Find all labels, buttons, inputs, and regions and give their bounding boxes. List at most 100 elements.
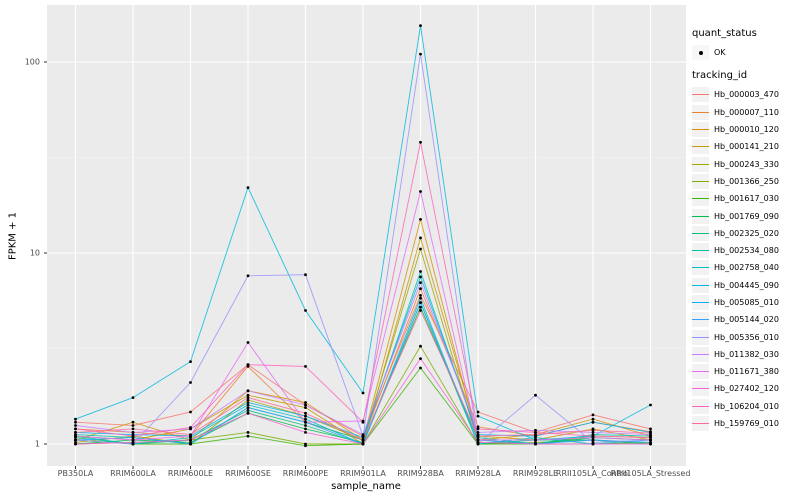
legend-item-Hb_000010_120[interactable]: Hb_000010_120 <box>692 121 798 138</box>
legend-item-Hb_005085_010[interactable]: Hb_005085_010 <box>692 294 798 311</box>
data-point <box>476 414 480 418</box>
legend-item-label: Hb_002534_080 <box>714 246 779 256</box>
legend-key-swatch <box>692 173 709 189</box>
data-point <box>189 381 192 384</box>
data-point <box>476 410 480 414</box>
x-tick-label-RRIM600LA: RRIM600LA <box>110 469 156 478</box>
legend-color-line-icon <box>692 198 709 200</box>
legend: quant_status OK tracking_id Hb_000003_47… <box>692 28 798 432</box>
legend-color-line-icon <box>692 423 709 425</box>
legend-key-swatch <box>692 104 709 120</box>
data-point <box>419 287 422 291</box>
data-point <box>74 434 77 438</box>
data-point <box>74 442 77 446</box>
legend-item-Hb_011382_030[interactable]: Hb_011382_030 <box>692 346 798 363</box>
data-point <box>304 444 307 448</box>
data-point <box>304 406 307 409</box>
data-point <box>476 427 480 431</box>
data-point <box>74 417 77 421</box>
data-point <box>419 275 422 279</box>
legend-item-Hb_159769_010[interactable]: Hb_159769_010 <box>692 415 798 432</box>
data-point <box>304 427 307 431</box>
data-point <box>591 434 595 438</box>
legend-item-ok[interactable]: OK <box>692 44 798 61</box>
data-point <box>361 438 365 442</box>
legend-item-Hb_002325_020[interactable]: Hb_002325_020 <box>692 225 798 242</box>
data-point <box>74 438 77 442</box>
legend-item-label: Hb_002325_020 <box>714 228 779 238</box>
data-point <box>419 366 422 370</box>
data-point <box>361 391 365 395</box>
data-point <box>304 365 307 368</box>
data-point <box>131 424 135 427</box>
data-point <box>131 434 135 438</box>
data-point <box>591 428 595 432</box>
data-point <box>419 218 422 221</box>
y-axis-title: FPKM + 1 <box>7 211 19 261</box>
x-tick-label-RRIM928LA: RRIM928LA <box>455 469 501 478</box>
legend-item-Hb_002758_040[interactable]: Hb_002758_040 <box>692 259 798 276</box>
legend-color-line-icon <box>692 267 709 269</box>
legend-key-swatch <box>692 225 709 241</box>
legend-key-swatch <box>692 381 709 397</box>
x-tick-label-RRIM600LE: RRIM600LE <box>167 469 214 478</box>
data-point <box>304 401 307 404</box>
legend-key-swatch <box>692 312 709 328</box>
legend-key-swatch <box>692 208 709 224</box>
legend-item-Hb_001769_090[interactable]: Hb_001769_090 <box>692 207 798 224</box>
data-point <box>534 428 537 432</box>
data-point <box>476 434 480 438</box>
data-point <box>131 441 135 444</box>
legend-item-Hb_011671_380[interactable]: Hb_011671_380 <box>692 363 798 380</box>
data-point <box>304 411 307 415</box>
data-point <box>131 420 135 424</box>
legend-item-Hb_005356_010[interactable]: Hb_005356_010 <box>692 328 798 345</box>
legend-color-line-icon <box>692 232 709 234</box>
data-point <box>189 442 192 446</box>
legend-color-line-icon <box>692 371 709 373</box>
data-point <box>361 442 365 446</box>
data-point <box>591 420 595 424</box>
legend-item-label: Hb_106204_010 <box>714 401 779 411</box>
y-tick-label-100: 100 <box>24 57 40 67</box>
data-point <box>246 341 250 344</box>
data-point <box>649 431 652 435</box>
data-point <box>246 398 250 402</box>
data-point <box>189 426 192 429</box>
data-point <box>246 389 250 393</box>
legend-item-Hb_000003_470[interactable]: Hb_000003_470 <box>692 86 798 103</box>
legend-item-Hb_002534_080[interactable]: Hb_002534_080 <box>692 242 798 259</box>
legend-item-Hb_106204_010[interactable]: Hb_106204_010 <box>692 398 798 415</box>
data-point <box>361 420 365 424</box>
data-point <box>534 442 537 446</box>
legend-color-line-icon <box>692 146 709 148</box>
legend-item-Hb_000243_330[interactable]: Hb_000243_330 <box>692 155 798 172</box>
data-point <box>419 344 422 348</box>
data-point <box>246 434 250 438</box>
legend-key-ok <box>692 45 709 61</box>
x-tick-label-PB350LA: PB350LA <box>57 469 94 478</box>
legend-item-Hb_027402_120[interactable]: Hb_027402_120 <box>692 380 798 397</box>
x-tick-label-RRIM928BA: RRIM928BA <box>397 469 444 478</box>
data-point <box>189 433 192 436</box>
legend-color-line-icon <box>692 94 709 96</box>
data-point <box>304 417 307 421</box>
legend-item-Hb_005144_020[interactable]: Hb_005144_020 <box>692 311 798 328</box>
data-point <box>534 393 537 397</box>
legend-item-label: Hb_159769_010 <box>714 419 779 429</box>
legend-quant-status-block: quant_status OK <box>692 28 798 61</box>
legend-item-Hb_000007_110[interactable]: Hb_000007_110 <box>692 104 798 121</box>
legend-item-Hb_000141_210[interactable]: Hb_000141_210 <box>692 138 798 155</box>
legend-item-Hb_001366_250[interactable]: Hb_001366_250 <box>692 173 798 190</box>
legend-tracking-id-items: Hb_000003_470 Hb_000007_110 Hb_000010_120 H… <box>692 86 798 432</box>
x-tick-label-RRII105LA_Stressed: RRII105LA_Stressed <box>610 469 691 478</box>
legend-item-label: Hb_000003_470 <box>714 90 779 100</box>
legend-item-label: Hb_005085_010 <box>714 298 779 307</box>
legend-item-label: Hb_011671_380 <box>714 367 779 377</box>
data-point <box>649 403 652 407</box>
x-tick-label-RRIM901LA: RRIM901LA <box>340 469 386 478</box>
legend-item-Hb_001617_030[interactable]: Hb_001617_030 <box>692 190 798 207</box>
data-point <box>246 393 250 397</box>
legend-item-Hb_004445_090[interactable]: Hb_004445_090 <box>692 277 798 294</box>
